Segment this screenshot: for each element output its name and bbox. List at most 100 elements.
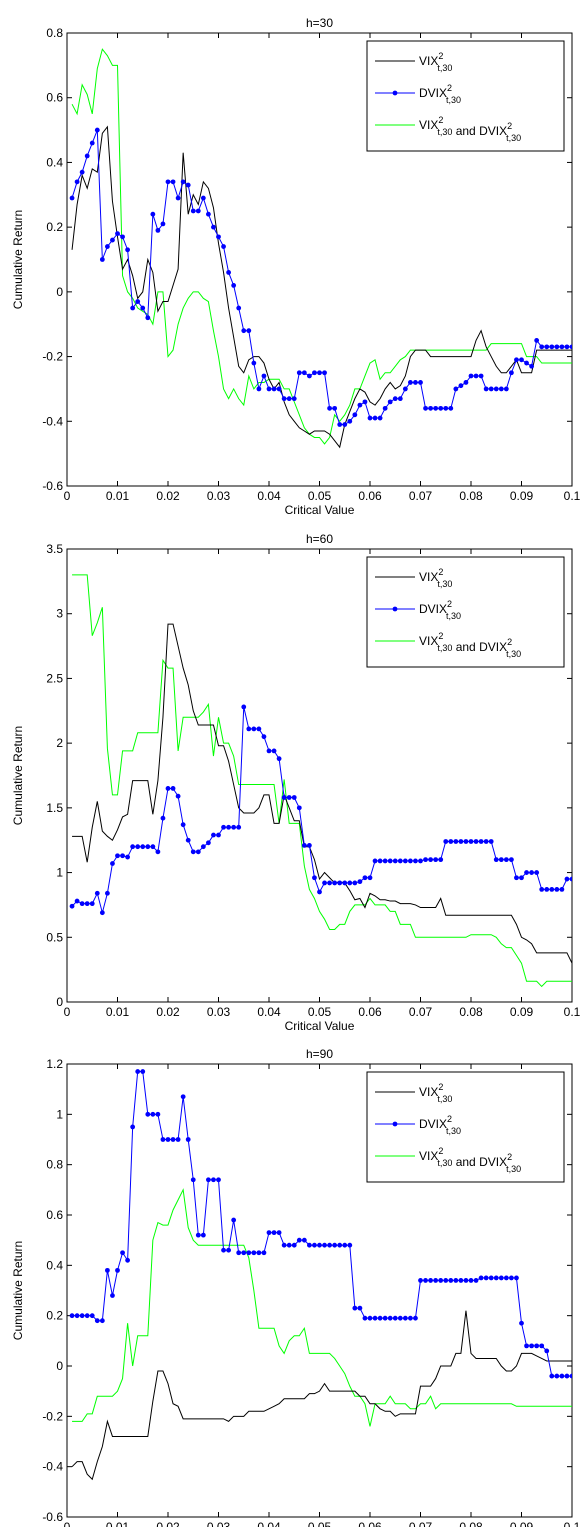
series-vix bbox=[72, 623, 572, 964]
data-point bbox=[382, 858, 388, 864]
data-point bbox=[357, 879, 363, 885]
data-point bbox=[559, 1373, 565, 1379]
y-tick-label: 0 bbox=[56, 995, 63, 1009]
data-point bbox=[559, 886, 565, 892]
data-point bbox=[84, 901, 90, 907]
x-tick-label: 0.06 bbox=[358, 489, 382, 503]
data-point bbox=[246, 1250, 252, 1256]
data-point bbox=[519, 875, 524, 881]
data-point bbox=[120, 1250, 125, 1256]
data-point bbox=[549, 344, 555, 350]
data-point bbox=[514, 357, 519, 363]
data-point bbox=[514, 1275, 519, 1281]
chart-2: h=60 0 0.01 0.02 0.03 0.04 0.05 0.06 0.07 0.08 0.0… bbox=[11, 532, 581, 1033]
legend: VIX2 t,30 DVIX2 t,30 VIX2 t,30 and DVIX2 t,30 bbox=[366, 40, 565, 152]
x-tick-label: 0.08 bbox=[459, 1520, 483, 1527]
data-point bbox=[529, 870, 534, 875]
data-point bbox=[140, 305, 146, 311]
data-point bbox=[190, 208, 196, 214]
data-point bbox=[342, 422, 348, 427]
data-point bbox=[170, 786, 176, 791]
x-tick-label: 0.01 bbox=[106, 1520, 130, 1527]
data-point bbox=[397, 858, 403, 864]
data-point bbox=[175, 1137, 181, 1142]
data-point bbox=[352, 880, 358, 886]
data-point bbox=[524, 1343, 529, 1349]
data-point bbox=[347, 1242, 353, 1248]
data-point bbox=[342, 1242, 348, 1248]
data-point bbox=[211, 1177, 216, 1183]
x-tick-label: 0.09 bbox=[510, 1005, 534, 1019]
data-point bbox=[418, 858, 423, 864]
data-point bbox=[539, 344, 545, 350]
data-point bbox=[539, 886, 545, 892]
legend-box bbox=[366, 40, 565, 152]
data-point bbox=[372, 1315, 378, 1321]
data-point bbox=[438, 1278, 444, 1283]
data-point bbox=[312, 370, 317, 376]
data-point bbox=[372, 858, 378, 864]
data-point bbox=[79, 169, 85, 175]
data-point bbox=[488, 839, 494, 844]
data-point bbox=[544, 886, 550, 892]
data-point bbox=[266, 386, 272, 392]
data-point bbox=[382, 405, 388, 411]
y-tick-label: 0.4 bbox=[46, 155, 63, 169]
data-point bbox=[377, 858, 383, 864]
data-point bbox=[115, 1267, 120, 1273]
data-point bbox=[503, 386, 509, 392]
data-point bbox=[200, 1232, 206, 1238]
data-point bbox=[301, 842, 307, 848]
data-point bbox=[468, 1278, 474, 1283]
data-point bbox=[392, 396, 398, 402]
y-tick-label: -0.6 bbox=[42, 1510, 63, 1524]
data-point bbox=[337, 1242, 343, 1248]
data-point bbox=[296, 370, 302, 376]
data-point bbox=[241, 328, 247, 334]
y-tick-label: 0 bbox=[56, 285, 63, 299]
data-point bbox=[463, 380, 469, 385]
data-point bbox=[190, 849, 196, 855]
data-point bbox=[514, 875, 519, 881]
x-tick-label: 0.05 bbox=[308, 489, 332, 503]
data-point bbox=[150, 211, 156, 217]
x-tick-label: 0.07 bbox=[409, 1520, 433, 1527]
data-point bbox=[332, 1242, 338, 1248]
y-tick-label: -0.4 bbox=[42, 1460, 63, 1474]
data-point bbox=[352, 1305, 358, 1311]
data-point bbox=[423, 857, 428, 863]
series-dvix bbox=[69, 704, 572, 916]
data-point bbox=[483, 1275, 489, 1281]
data-point bbox=[493, 857, 499, 863]
data-point bbox=[362, 399, 368, 405]
data-point bbox=[564, 876, 570, 882]
data-point bbox=[357, 402, 363, 408]
data-point bbox=[367, 875, 373, 881]
data-point bbox=[539, 1343, 545, 1349]
legend-label: VIX2 t,30 bbox=[419, 567, 452, 589]
data-point bbox=[473, 1278, 479, 1283]
data-point bbox=[307, 1242, 312, 1248]
data-point bbox=[524, 870, 529, 875]
data-point bbox=[478, 1275, 484, 1281]
data-point bbox=[74, 179, 80, 185]
y-tick-label: 1 bbox=[56, 1107, 63, 1121]
data-point bbox=[453, 1278, 459, 1283]
data-point bbox=[387, 1315, 393, 1321]
data-point bbox=[362, 1315, 368, 1321]
data-point bbox=[347, 880, 353, 886]
data-point bbox=[458, 383, 464, 389]
data-point bbox=[392, 858, 398, 864]
legend-label: DVIX2 t,30 bbox=[419, 1114, 461, 1136]
legend-label: VIX2 t,30 bbox=[419, 1082, 452, 1104]
data-point bbox=[317, 889, 322, 895]
data-point bbox=[94, 890, 100, 896]
data-point bbox=[99, 257, 105, 262]
data-point bbox=[180, 1094, 186, 1100]
data-point bbox=[483, 839, 489, 844]
data-point bbox=[221, 244, 226, 249]
data-point bbox=[160, 1137, 166, 1142]
data-point bbox=[286, 1242, 292, 1248]
data-point bbox=[327, 1242, 332, 1248]
data-point bbox=[160, 815, 166, 821]
